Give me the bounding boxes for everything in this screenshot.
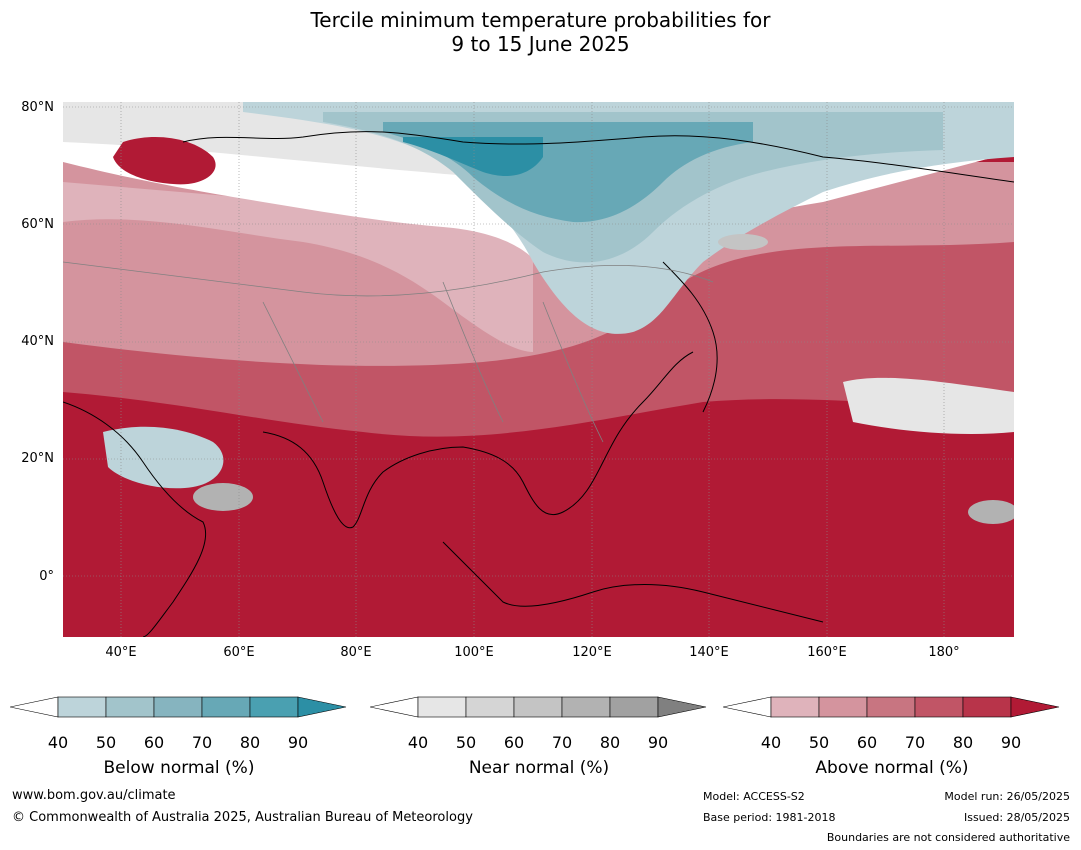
legend-below-swatch-4 [201, 696, 251, 718]
legend-near-swatch-4 [561, 696, 611, 718]
legend-near-title: Near normal (%) [468, 758, 610, 778]
lon-label-80e: 80°E [340, 645, 372, 660]
region-near-pacific [968, 500, 1014, 524]
legend-near-swatch-5 [609, 696, 659, 718]
legend-near-swatch-1 [417, 696, 467, 718]
legend-near-tick: 80 [599, 733, 621, 752]
legend-below-swatch-2 [105, 696, 155, 718]
map-graticule [63, 102, 1014, 637]
lon-label-180: 180° [928, 645, 960, 660]
region-near-arabian-sea [193, 483, 253, 511]
lon-label-40e: 40°E [105, 645, 137, 660]
issued-date: Issued: 28/05/2025 [963, 811, 1070, 824]
website-link[interactable]: www.bom.gov.au/climate [12, 788, 176, 803]
legend-below-swatch-3 [153, 696, 203, 718]
map-boundaries [63, 261, 714, 443]
copyright-text: © Commonwealth of Australia 2025, Austra… [12, 810, 473, 825]
legend-below-ticks: 40 50 60 70 80 90 [10, 734, 348, 754]
legend-below-tick: 80 [239, 733, 261, 752]
lon-label-60e: 60°E [223, 645, 255, 660]
lat-label-60n: 60°N [21, 217, 54, 232]
lon-label-160e: 160°E [807, 645, 847, 660]
legend-below-swatch-5 [249, 696, 299, 718]
legend-near-tick: 60 [503, 733, 525, 752]
legend-below-tick: 70 [191, 733, 213, 752]
legend-above-swatch-1 [770, 696, 820, 718]
legend-near-normal: 40 50 60 70 80 90 Near normal (%) [370, 690, 708, 778]
legend-near-tick: 90 [647, 733, 669, 752]
legend-above-title: Above normal (%) [815, 758, 969, 778]
lon-label-100e: 100°E [454, 645, 494, 660]
legend-above-swatch-3 [866, 696, 916, 718]
legend-near-ticks: 40 50 60 70 80 90 [370, 734, 708, 754]
region-scandinavia-above [113, 137, 216, 185]
legend-above-tick: 90 [1000, 733, 1022, 752]
legend-above-tick: 70 [904, 733, 926, 752]
legend-above-tick: 40 [760, 733, 782, 752]
base-period: Base period: 1981-2018 [703, 811, 836, 824]
legend-below-title: Below normal (%) [103, 758, 255, 778]
legend-above-ticks: 40 50 60 70 80 90 [723, 734, 1061, 754]
legend-above-swatch-6 [1010, 696, 1060, 718]
lon-label-120e: 120°E [572, 645, 612, 660]
legend-above-swatch-0 [723, 696, 772, 718]
legend-below-tick: 60 [143, 733, 165, 752]
region-below-strongest [403, 137, 543, 177]
region-near-north-pacific [843, 377, 1014, 434]
boundaries-disclaimer: Boundaries are not considered authoritat… [826, 831, 1070, 844]
legend-below-tick: 90 [287, 733, 309, 752]
legend-near-swatch-0 [370, 696, 419, 718]
lat-label-40n: 40°N [21, 334, 54, 349]
legend-above-normal: 40 50 60 70 80 90 Above normal (%) [723, 690, 1061, 778]
title-line-2: 9 to 15 June 2025 [451, 32, 630, 56]
legend-below-tick: 50 [95, 733, 117, 752]
legend-near-swatch-2 [465, 696, 515, 718]
legend-above-tick: 50 [808, 733, 830, 752]
legend-near-tick: 70 [551, 733, 573, 752]
map-canvas [63, 102, 1014, 637]
lon-label-140e: 140°E [689, 645, 729, 660]
lat-label-20n: 20°N [21, 451, 54, 466]
model-name: Model: ACCESS-S2 [703, 790, 805, 803]
region-above-lightest [63, 182, 533, 352]
probability-map [63, 102, 1014, 637]
legend-near-tick: 50 [455, 733, 477, 752]
region-near-far-east [718, 234, 768, 250]
legend-below-swatch-0 [10, 696, 59, 718]
legend-above-swatch-5 [962, 696, 1012, 718]
legend-below-swatch-6 [297, 696, 347, 718]
legend-above-swatch-2 [818, 696, 868, 718]
legend-above-tick: 60 [856, 733, 878, 752]
legend-above-colorbar [723, 696, 1060, 718]
legend-below-tick: 40 [47, 733, 69, 752]
region-below-middle-east [103, 426, 224, 489]
legend-above-tick: 80 [952, 733, 974, 752]
legend-near-tick: 40 [407, 733, 429, 752]
legend-below-colorbar [10, 696, 347, 718]
lat-label-80n: 80°N [21, 100, 54, 115]
legend-near-swatch-3 [513, 696, 563, 718]
model-run-date: Model run: 26/05/2025 [944, 790, 1070, 803]
title-line-1: Tercile minimum temperature probabilitie… [310, 8, 771, 32]
chart-title: Tercile minimum temperature probabilitie… [0, 8, 1081, 56]
legend-above-swatch-4 [914, 696, 964, 718]
legend-below-swatch-1 [57, 696, 107, 718]
lat-label-0: 0° [39, 569, 54, 584]
legend-below-normal: 40 50 60 70 80 90 Below normal (%) [10, 690, 348, 778]
legend-near-colorbar [370, 696, 707, 718]
map-coastlines [63, 131, 1014, 637]
legend-near-swatch-6 [657, 696, 707, 718]
